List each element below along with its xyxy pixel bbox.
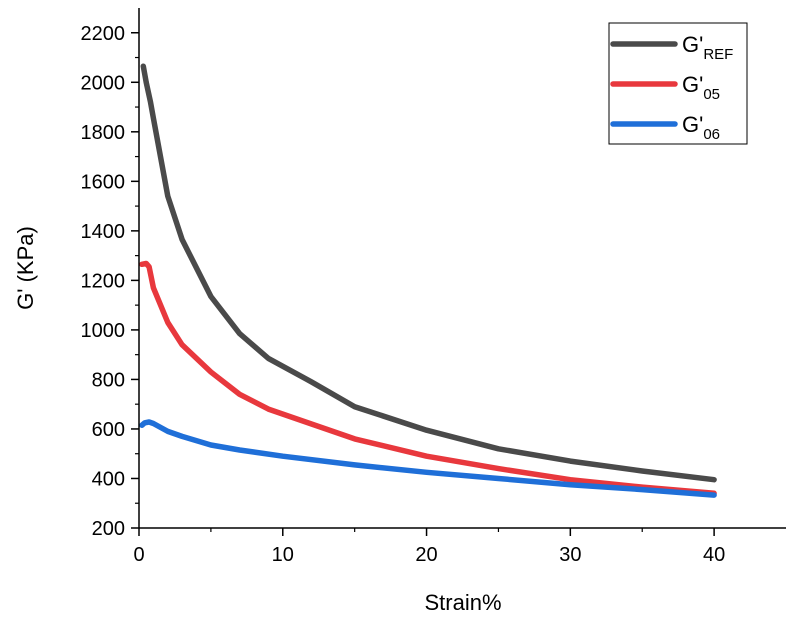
series-line-05 [139,260,717,497]
x-tick-label: 0 [133,544,144,566]
y-tick-label: 400 [92,468,125,490]
y-tick-label: 200 [92,518,125,540]
series-line-06 [139,419,717,498]
series-layer [139,63,717,498]
x-tick-label: 30 [559,544,581,566]
legend-label: G'05 [682,72,720,103]
series-line-ref [140,63,717,483]
y-tick-label: 600 [92,419,125,441]
legend-label: G'REF [682,32,733,63]
y-tick-label: 1600 [81,171,126,193]
y-tick-label: 2200 [81,23,126,45]
y-tick-label: 800 [92,369,125,391]
y-tick-label: 1400 [81,221,126,243]
x-tick-label: 40 [703,544,725,566]
y-axis-title: G' (KPa) [13,226,38,310]
y-tick-label: 1200 [81,270,126,292]
x-tick-label: 20 [415,544,437,566]
legend-label: G'06 [682,112,720,143]
axes [138,8,786,529]
legend: G'REF G'05 G'06 [608,22,748,145]
tick-layer: 0 10 20 30 40 200 400 600 800 1000 1200 1400 1600 180… [81,23,726,566]
y-tick-label: 2000 [81,72,126,94]
x-axis-title: Strain% [424,590,501,615]
x-tick-label: 10 [272,544,294,566]
y-tick-label: 1800 [81,122,126,144]
y-tick-label: 1000 [81,320,126,342]
